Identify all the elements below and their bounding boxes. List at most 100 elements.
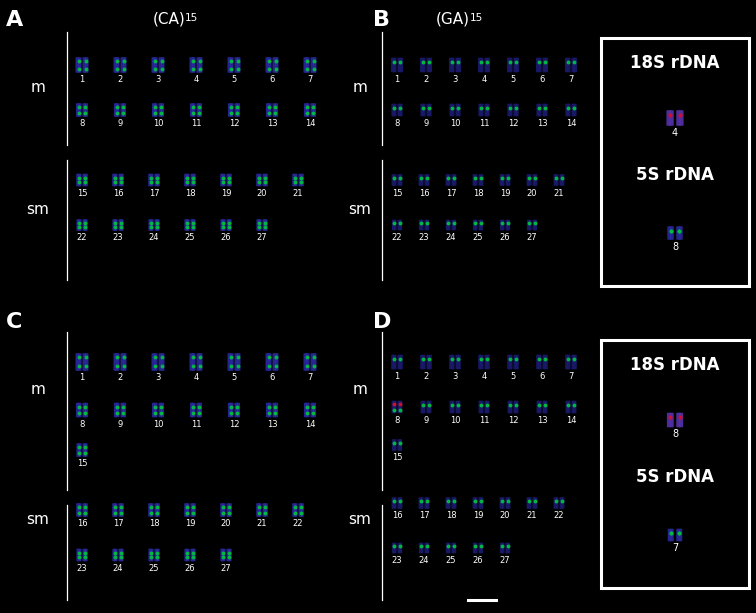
FancyBboxPatch shape (480, 401, 484, 413)
Text: 16: 16 (392, 511, 402, 520)
FancyBboxPatch shape (391, 58, 395, 72)
FancyBboxPatch shape (78, 219, 82, 231)
Text: D: D (373, 312, 392, 332)
FancyBboxPatch shape (573, 401, 576, 413)
FancyBboxPatch shape (191, 219, 194, 231)
FancyBboxPatch shape (510, 401, 513, 413)
FancyBboxPatch shape (237, 103, 240, 117)
FancyBboxPatch shape (303, 57, 307, 73)
Text: 8: 8 (672, 242, 678, 252)
FancyBboxPatch shape (536, 58, 540, 72)
Text: 18: 18 (446, 511, 457, 520)
FancyBboxPatch shape (114, 503, 117, 517)
Text: 10: 10 (153, 420, 163, 429)
Text: 1: 1 (395, 75, 400, 84)
FancyBboxPatch shape (398, 174, 401, 186)
Text: 24: 24 (419, 556, 429, 565)
FancyBboxPatch shape (451, 174, 454, 186)
FancyBboxPatch shape (426, 543, 429, 554)
Text: 12: 12 (229, 120, 239, 129)
FancyBboxPatch shape (154, 549, 158, 562)
FancyBboxPatch shape (561, 174, 565, 186)
Text: 20: 20 (221, 519, 231, 528)
Text: 23: 23 (392, 556, 402, 565)
Text: 8: 8 (672, 429, 678, 439)
FancyBboxPatch shape (230, 103, 234, 117)
FancyBboxPatch shape (399, 401, 402, 413)
Bar (601, 340, 749, 588)
FancyBboxPatch shape (272, 403, 276, 417)
FancyBboxPatch shape (76, 173, 79, 186)
FancyBboxPatch shape (114, 403, 117, 417)
Text: 26: 26 (221, 234, 231, 243)
FancyBboxPatch shape (85, 57, 88, 73)
FancyBboxPatch shape (148, 219, 152, 231)
Text: 4: 4 (482, 372, 487, 381)
FancyBboxPatch shape (116, 403, 119, 417)
FancyBboxPatch shape (154, 403, 157, 417)
FancyBboxPatch shape (513, 401, 516, 413)
FancyBboxPatch shape (679, 413, 683, 427)
FancyBboxPatch shape (420, 401, 424, 413)
FancyBboxPatch shape (420, 174, 423, 186)
FancyBboxPatch shape (393, 543, 396, 554)
Text: 26: 26 (472, 556, 483, 565)
Text: 18S rDNA: 18S rDNA (631, 356, 720, 374)
Text: 12: 12 (508, 416, 519, 425)
FancyBboxPatch shape (424, 219, 428, 230)
FancyBboxPatch shape (398, 497, 401, 509)
FancyBboxPatch shape (150, 549, 153, 562)
FancyBboxPatch shape (426, 401, 429, 413)
Text: (GA): (GA) (436, 11, 470, 26)
Text: 21: 21 (293, 189, 303, 198)
Text: 20: 20 (527, 189, 538, 197)
FancyBboxPatch shape (190, 403, 194, 417)
FancyBboxPatch shape (486, 401, 489, 413)
FancyBboxPatch shape (311, 353, 314, 371)
FancyBboxPatch shape (192, 103, 196, 117)
FancyBboxPatch shape (262, 173, 266, 186)
FancyBboxPatch shape (454, 497, 457, 509)
FancyBboxPatch shape (85, 219, 88, 231)
FancyBboxPatch shape (516, 58, 519, 72)
FancyBboxPatch shape (85, 443, 88, 457)
Text: 2: 2 (117, 373, 122, 383)
FancyBboxPatch shape (426, 58, 430, 72)
FancyBboxPatch shape (113, 549, 116, 562)
FancyBboxPatch shape (544, 104, 547, 116)
FancyBboxPatch shape (480, 355, 484, 369)
FancyBboxPatch shape (478, 58, 482, 72)
FancyBboxPatch shape (428, 401, 432, 413)
FancyBboxPatch shape (507, 543, 510, 554)
FancyBboxPatch shape (553, 174, 556, 186)
FancyBboxPatch shape (153, 57, 157, 73)
FancyBboxPatch shape (486, 355, 490, 369)
FancyBboxPatch shape (228, 353, 231, 371)
FancyBboxPatch shape (534, 219, 538, 230)
FancyBboxPatch shape (82, 403, 86, 417)
FancyBboxPatch shape (500, 219, 503, 230)
FancyBboxPatch shape (120, 403, 124, 417)
Text: 4: 4 (194, 373, 199, 383)
Text: 8: 8 (79, 420, 85, 429)
FancyBboxPatch shape (78, 503, 82, 517)
FancyBboxPatch shape (537, 401, 540, 413)
Text: 17: 17 (446, 189, 457, 197)
FancyBboxPatch shape (448, 219, 451, 230)
FancyBboxPatch shape (78, 353, 82, 371)
Bar (601, 38, 749, 286)
FancyBboxPatch shape (420, 543, 423, 554)
FancyBboxPatch shape (274, 57, 278, 73)
Text: 15: 15 (77, 189, 87, 198)
Text: 5: 5 (231, 373, 237, 383)
Text: 9: 9 (117, 120, 122, 129)
FancyBboxPatch shape (565, 355, 569, 369)
FancyBboxPatch shape (153, 353, 157, 371)
Text: 14: 14 (565, 119, 576, 128)
FancyBboxPatch shape (507, 219, 510, 230)
Text: 8: 8 (395, 119, 400, 128)
FancyBboxPatch shape (419, 219, 422, 230)
FancyBboxPatch shape (475, 219, 478, 230)
FancyBboxPatch shape (120, 353, 124, 371)
FancyBboxPatch shape (500, 543, 503, 554)
